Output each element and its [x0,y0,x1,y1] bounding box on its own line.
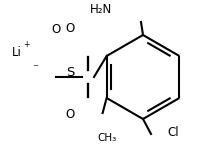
Text: O: O [65,22,74,35]
Text: O: O [52,23,61,36]
Text: CH₃: CH₃ [98,133,117,143]
Text: ⁻: ⁻ [32,62,38,75]
Text: Li: Li [12,46,22,59]
Text: H₂N: H₂N [90,3,112,16]
Text: +: + [23,40,30,49]
Text: O: O [65,108,74,121]
Text: Cl: Cl [167,126,179,139]
Text: S: S [66,66,74,79]
